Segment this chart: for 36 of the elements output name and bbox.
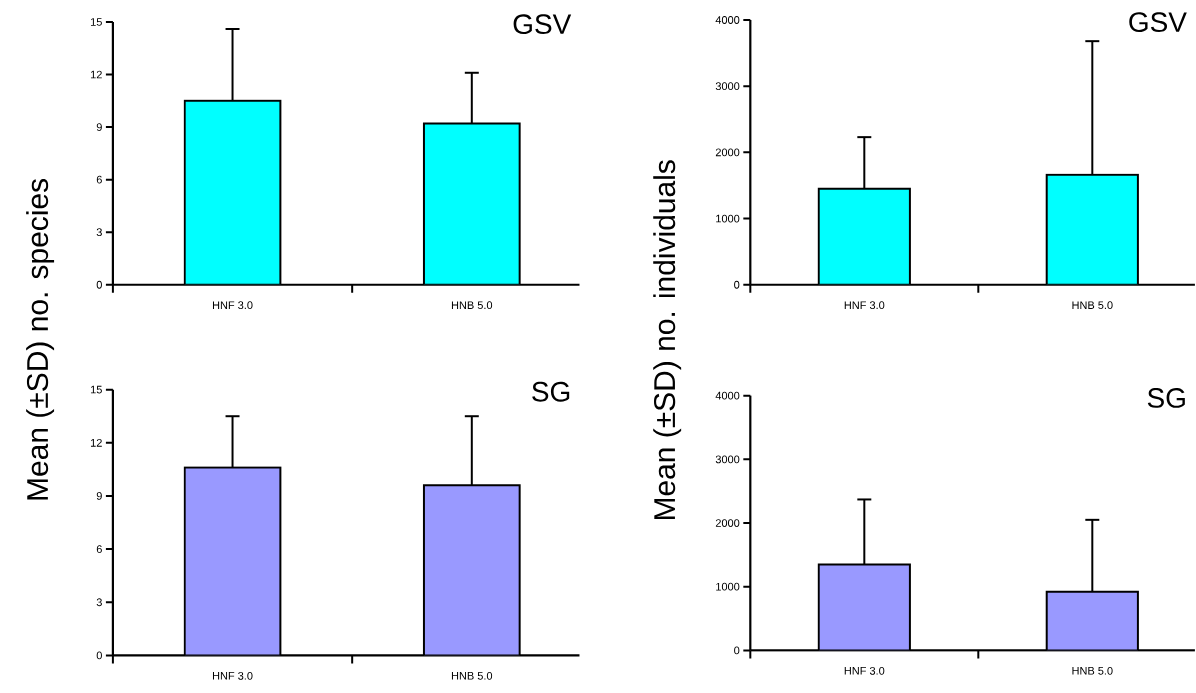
y-tick-label: 0 <box>96 280 102 289</box>
y-tick-label: 0 <box>734 646 740 655</box>
x-tick-label: HNB 5.0 <box>1072 666 1113 675</box>
y-tick-label: 3 <box>96 228 102 236</box>
y-tick-label: 15 <box>90 385 102 394</box>
x-tick-label: HNB 5.0 <box>451 301 493 309</box>
y-tick-label: 0 <box>96 651 102 660</box>
y-tick-label: 4000 <box>715 15 740 24</box>
chart-title: SG <box>532 381 570 402</box>
y-tick-label: 12 <box>90 70 102 79</box>
y-tick-label: 9 <box>96 491 102 500</box>
y-tick-label: 3000 <box>715 455 740 464</box>
chart-title: GSV <box>1129 12 1187 32</box>
y-tick-label: 2000 <box>715 518 740 527</box>
chart-title: GSV <box>513 14 572 34</box>
x-tick-label: HNF 3.0 <box>844 666 885 675</box>
x-tick-label: HNB 5.0 <box>451 671 493 680</box>
y-tick-label: 3 <box>96 598 102 606</box>
y-tick-label: 1000 <box>716 214 740 223</box>
y-tick-label: 9 <box>96 123 102 131</box>
y-tick-label: 0 <box>734 280 740 289</box>
y-tick-label: 6 <box>96 175 102 184</box>
y-axis-title: Mean (±SD) no. species <box>26 178 55 500</box>
y-tick-label: 2000 <box>715 148 740 157</box>
x-tick-label: HNF 3.0 <box>844 301 885 309</box>
y-axis-title: Mean (±SD) no. individuals <box>653 160 682 519</box>
y-tick-label: 15 <box>90 17 102 26</box>
x-tick-label: HNF 3.0 <box>212 301 253 309</box>
y-tick-label: 1000 <box>716 582 740 591</box>
y-tick-label: 3000 <box>715 82 740 90</box>
y-tick-label: 6 <box>96 545 102 553</box>
x-tick-label: HNB 5.0 <box>1072 301 1113 309</box>
x-tick-label: HNF 3.0 <box>212 671 253 680</box>
y-tick-label: 4000 <box>715 391 740 400</box>
chart-title: SG <box>1147 387 1185 408</box>
y-tick-label: 12 <box>90 438 102 447</box>
